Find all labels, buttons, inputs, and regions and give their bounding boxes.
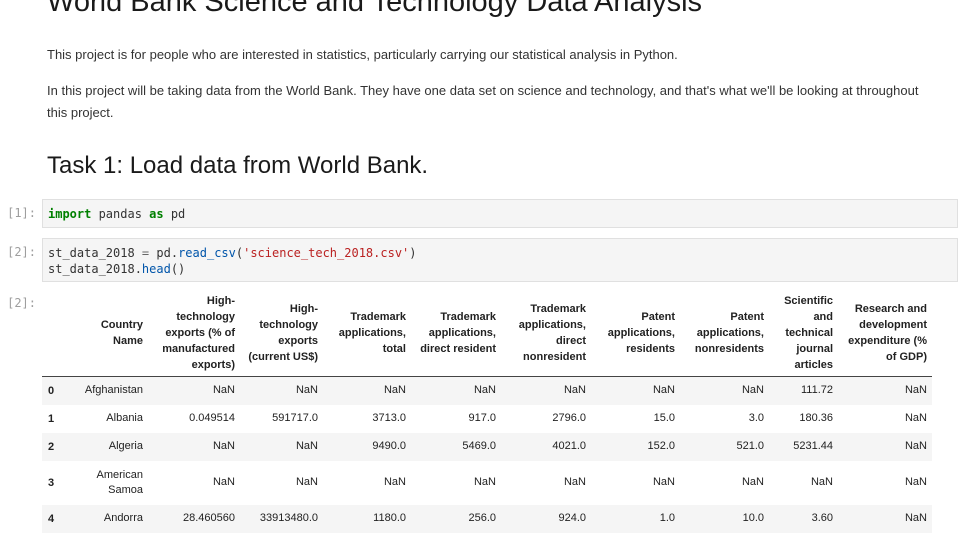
table-cell: 521.0 (736, 440, 764, 452)
module-alias: pd (163, 207, 186, 221)
function-head: head (141, 262, 171, 276)
task-heading: Task 1: Load data from World Bank. (47, 152, 429, 179)
table-cell: 3.60 (811, 512, 833, 524)
table-cell: Albania (106, 412, 143, 424)
function-read-csv: read_csv (178, 246, 236, 260)
table-cell: NaN (741, 476, 764, 488)
index-header (42, 290, 68, 377)
table-cell: NaN (904, 384, 927, 397)
table-cell: 924.0 (558, 512, 586, 524)
column-header: Trademark applications, total (323, 290, 411, 377)
table-cell: 180.36 (799, 412, 833, 424)
table-cell: NaN (212, 476, 235, 488)
table-cell: 0.049514 (189, 412, 235, 424)
module-name: pandas (91, 207, 150, 221)
table-cell: 3.0 (748, 412, 764, 424)
table-cell: Algeria (108, 440, 143, 452)
open-paren: ( (235, 246, 244, 260)
table-cell: 591717.0 (272, 412, 318, 424)
head-parens: () (170, 262, 186, 276)
table-cell: NaN (473, 476, 496, 488)
table-cell: NaN (563, 384, 586, 397)
table-cell: NaN (904, 476, 927, 488)
dataframe-output: Country Name High-technology exports (% … (42, 290, 932, 533)
cell-prompt-2: [2]: (7, 245, 36, 259)
column-header: Patent applications, residents (591, 290, 680, 377)
output-prompt: [2]: (7, 296, 36, 310)
column-header: Scientific and technical journal article… (769, 290, 838, 377)
column-header: Trademark applications, direct nonreside… (501, 290, 591, 377)
column-header: Trademark applications, direct resident (411, 290, 501, 377)
table-cell: 111.72 (800, 384, 833, 397)
table-cell: 917.0 (468, 412, 496, 424)
keyword-as: as (149, 207, 164, 221)
dataframe-table: Country Name High-technology exports (% … (42, 290, 932, 533)
table-cell: NaN (741, 384, 764, 397)
table-cell: NaN (473, 384, 496, 397)
table-row: 1 Albania 0.049514 591717.0 3713.0 917.0… (42, 404, 932, 433)
table-cell: 1.0 (659, 512, 675, 524)
row-index: 1 (48, 412, 55, 425)
close-paren: ) (409, 246, 417, 260)
table-cell: 10.0 (742, 512, 764, 524)
table-cell: NaN (904, 412, 927, 424)
table-row: 0 Afghanistan NaN NaN NaN NaN NaN NaN Na… (42, 376, 932, 405)
table-cell: 4021.0 (552, 440, 586, 452)
table-cell: NaN (904, 512, 927, 524)
row-index: 0 (48, 384, 55, 397)
table-cell: NaN (212, 384, 235, 397)
column-header: Patent applications, nonresidents (680, 290, 769, 377)
table-row: 2 Algeria NaN NaN 9490.0 5469.0 4021.0 1… (42, 432, 932, 461)
table-row: 3 American Samoa NaN NaN NaN NaN NaN NaN… (42, 460, 932, 505)
variable-name-line2: st_data_2018. (48, 262, 142, 276)
row-index: 2 (48, 440, 55, 453)
description-paragraph: In this project will be taking data from… (47, 83, 919, 120)
keyword-import: import (48, 207, 92, 221)
table-cell: 33913480.0 (259, 512, 318, 524)
table-cell: American Samoa (96, 468, 143, 496)
code-cell-import[interactable]: import pandas as pd (42, 199, 958, 228)
table-cell: Andorra (103, 512, 143, 524)
table-cell: NaN (904, 440, 927, 452)
csv-filename-string: 'science_tech_2018.csv' (243, 246, 410, 260)
row-index: 4 (48, 512, 55, 525)
table-cell: NaN (383, 384, 406, 397)
column-header: High-technology exports (% of manufactur… (148, 290, 240, 377)
table-cell: NaN (212, 440, 235, 452)
table-cell: NaN (652, 476, 675, 488)
column-header: High-technology exports (current US$) (240, 290, 323, 377)
table-row: 4 Andorra 28.460560 33913480.0 1180.0 25… (42, 504, 932, 533)
table-cell: NaN (652, 384, 675, 397)
table-cell: NaN (563, 476, 586, 488)
pandas-object: pd. (156, 246, 179, 260)
table-cell: NaN (383, 476, 406, 488)
dataframe-header-row: Country Name High-technology exports (% … (42, 290, 932, 377)
table-cell: 5231.44 (793, 440, 833, 452)
table-cell: 5469.0 (462, 440, 496, 452)
table-cell: NaN (810, 476, 833, 488)
table-cell: NaN (295, 440, 318, 452)
table-cell: Afghanistan (84, 384, 143, 397)
variable-name: st_data_2018 (48, 246, 135, 260)
table-cell: NaN (295, 384, 318, 397)
assign-operator: = (134, 246, 157, 260)
notebook-title: World Bank Science and Technology Data A… (47, 0, 703, 18)
table-cell: 28.460560 (183, 512, 235, 524)
table-cell: 3713.0 (372, 412, 406, 424)
table-cell: 256.0 (468, 512, 496, 524)
column-header: Research and development expenditure (% … (838, 290, 932, 377)
table-cell: 2796.0 (552, 412, 586, 424)
intro-paragraph: This project is for people who are inter… (47, 47, 678, 62)
table-cell: 15.0 (653, 412, 675, 424)
table-cell: 1180.0 (373, 512, 406, 524)
column-header: Country Name (68, 290, 148, 377)
table-cell: 152.0 (647, 440, 675, 452)
cell-prompt-1: [1]: (7, 206, 36, 220)
table-cell: NaN (295, 476, 318, 488)
code-cell-read-csv[interactable]: st_data_2018 = pd.read_csv('science_tech… (42, 238, 958, 282)
row-index: 3 (48, 476, 55, 489)
table-cell: 9490.0 (372, 440, 406, 452)
